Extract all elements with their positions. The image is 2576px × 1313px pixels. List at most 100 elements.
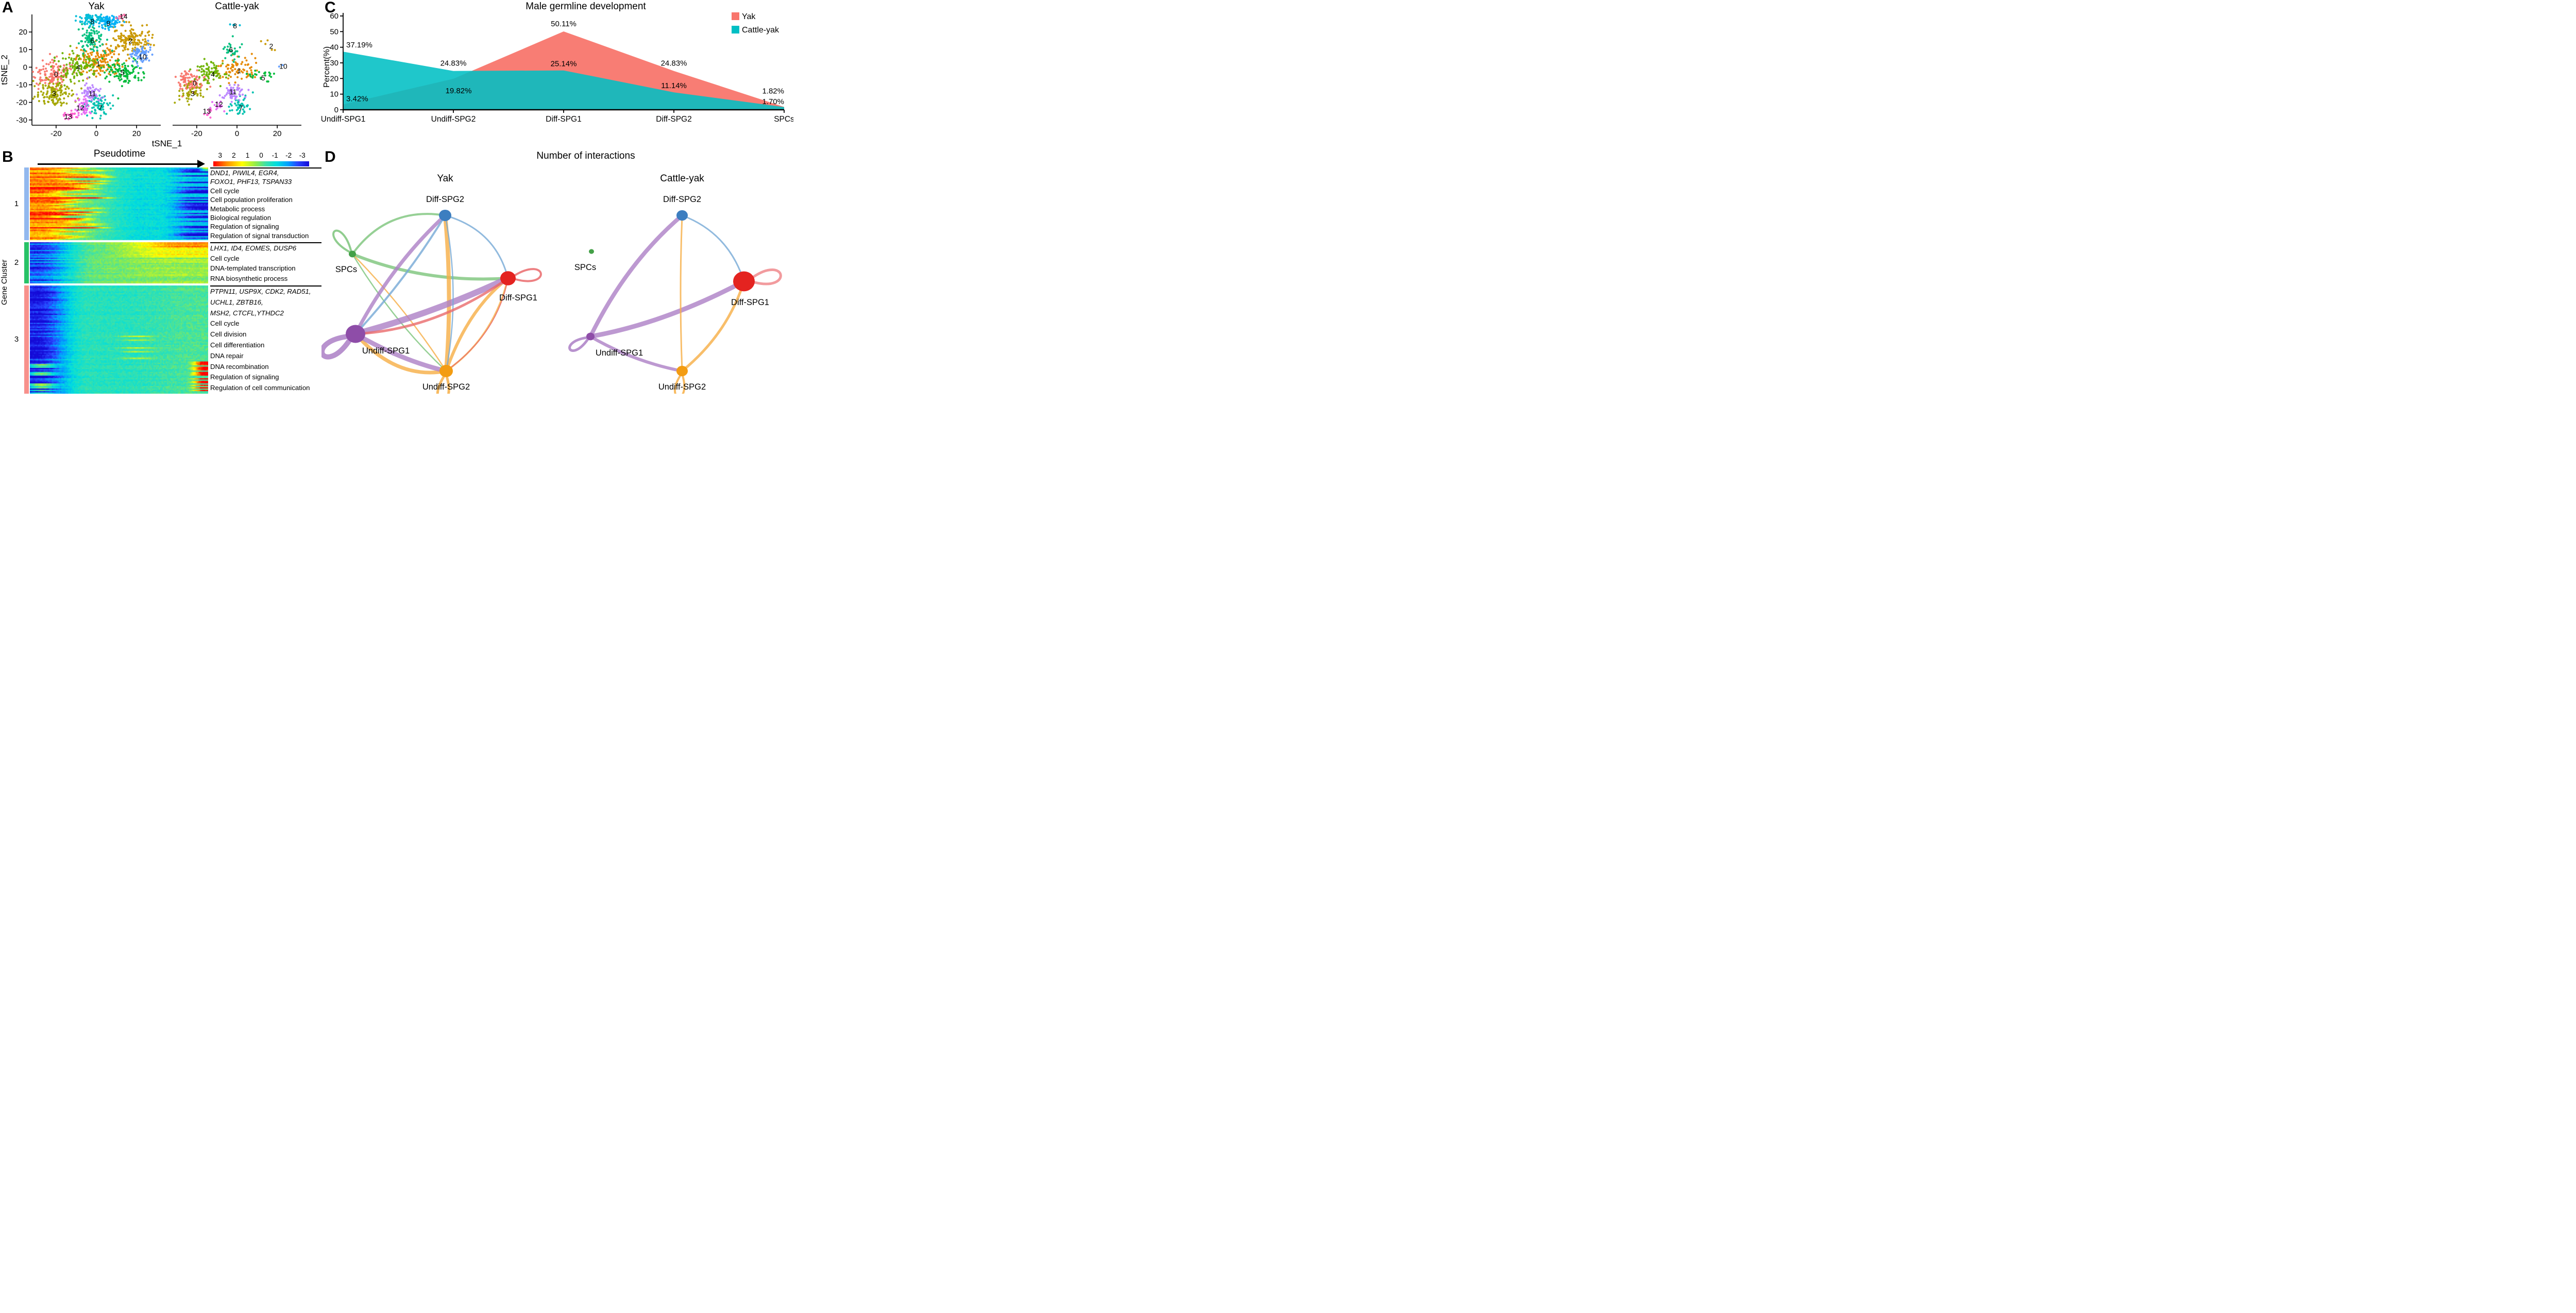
colorbar-tick-labels: 3 2 1 0 -1 -2 -3 — [213, 152, 309, 160]
gene-cluster-axis-label: Gene Cluster — [0, 259, 9, 306]
cluster-number-label: 1 — [237, 66, 241, 75]
cluster-number-label: 2 — [269, 42, 274, 50]
gene-list-line: UCHL1, ZBTB16, — [210, 298, 263, 306]
figure: A -30 -20 -10 0 10 20 tSNE_2 Yak -20 0 20 0 1 2 3 4 5 6 7 8… — [0, 0, 793, 394]
gene-cluster-number: 2 — [14, 258, 19, 267]
pseudotime-title: Pseudotime — [93, 148, 146, 159]
y-tick-label: 20 — [330, 74, 338, 83]
colorbar-label: -2 — [285, 152, 292, 159]
cluster-number-label: 12 — [76, 104, 84, 112]
node-spcs — [349, 250, 356, 258]
y-tick-label: 50 — [330, 27, 338, 36]
go-term-line: Regulation of signaling — [210, 223, 279, 231]
tsne1-axis-label: tSNE_1 — [152, 139, 182, 148]
yak-tsne-points — [31, 13, 155, 121]
go-term-line: DNA recombination — [210, 362, 269, 371]
cluster-number-label: 0 — [193, 79, 197, 87]
node-label: Diff-SPG1 — [499, 293, 537, 302]
gene-list-line: PTPN11, USP9X, CDK2, RAD51, — [210, 288, 311, 295]
node-label: Undiff-SPG1 — [596, 348, 643, 358]
legend-swatch-cattle-yak — [732, 26, 739, 33]
annotation-block-cluster-3: PTPN11, USP9X, CDK2, RAD51, UCHL1, ZBTB16… — [210, 285, 321, 394]
legend-label: Yak — [742, 12, 756, 21]
legend: Yak Cattle-yak — [732, 12, 779, 35]
go-term-line: DNA repair — [210, 351, 244, 360]
network-edge — [444, 214, 454, 372]
network-edge — [680, 214, 683, 372]
pseudotime-heatmap-canvas — [30, 167, 208, 394]
panel-c-area-chart: C Male germline development Percent(%) 0… — [321, 0, 793, 148]
cluster-number-label: 10 — [279, 62, 287, 71]
percent-axis-label: Percent(%) — [323, 46, 331, 88]
panel-b-label: B — [2, 148, 13, 165]
x-tick-label: 20 — [132, 129, 141, 138]
cluster-number-label: 2 — [129, 37, 133, 45]
panel-c-label: C — [325, 0, 336, 16]
self-loop-edge — [319, 334, 352, 360]
network-subtitle-yak: Yak — [437, 173, 453, 184]
colorbar-label: 2 — [232, 152, 236, 159]
network-edge — [444, 214, 509, 279]
panel-a-label: A — [2, 0, 13, 16]
go-term-line: Cell differentiation — [210, 341, 265, 349]
node-diff-spg1 — [733, 271, 755, 292]
cluster-number-label: 6 — [229, 45, 233, 54]
colorbar-label: 0 — [259, 152, 263, 159]
y-tick-label: 40 — [330, 43, 338, 52]
y-tick-label: 30 — [330, 59, 338, 68]
gene-list-line: DND1, PIWIL4, EGR4, — [210, 169, 279, 177]
cluster-number-label: 11 — [229, 88, 237, 96]
annotation-block-cluster-2: LHX1, ID4, EOMES, DUSP6 Cell cycle DNA-tem… — [210, 242, 321, 285]
y-tick-label: 10 — [330, 90, 338, 99]
value-label: 50.11% — [551, 20, 577, 28]
self-loop-edge — [332, 229, 352, 253]
gene-annotation-column: DND1, PIWIL4, EGR4, FOXO1, PHF13, TSPAN33… — [210, 167, 321, 394]
gene-cluster-number: 1 — [14, 199, 19, 208]
node-undiff-spg2 — [439, 365, 453, 377]
tsne2-axis-label: tSNE_2 — [0, 55, 9, 85]
y-tick-label: -20 — [16, 98, 27, 107]
x-tick-label: 0 — [94, 129, 98, 138]
cluster-number-label: 12 — [215, 100, 223, 108]
network-edge — [353, 332, 448, 375]
cluster-number-label: 7 — [239, 104, 243, 112]
network-edge — [354, 214, 446, 335]
node-label: Undiff-SPG2 — [658, 382, 706, 392]
x-category-label: Undiff-SPG2 — [431, 115, 476, 124]
go-term-line: Metabolic process — [210, 205, 265, 213]
value-label: 19.82% — [446, 87, 472, 95]
x-category-label: SPCs — [774, 115, 793, 124]
go-term-line: Biological regulation — [210, 213, 272, 222]
go-term-line: Cell cycle — [210, 254, 240, 262]
colorbar-gradient — [213, 161, 309, 166]
value-label: 24.83% — [440, 59, 467, 68]
network-edge — [681, 214, 745, 282]
cluster-number-label: 10 — [139, 53, 147, 61]
node-diff-spg2 — [676, 210, 688, 221]
y-tick-label: -10 — [16, 81, 27, 90]
x-tick-label: -20 — [50, 129, 62, 138]
yak-network: Diff-SPG2 SPCs Diff-SPG1 Undiff-SPG1 Undiff-… — [319, 195, 542, 394]
node-label: Diff-SPG2 — [426, 195, 464, 204]
x-category-label: Undiff-SPG1 — [321, 115, 365, 124]
self-loop-edge — [752, 268, 782, 285]
cluster-number-label: 14 — [120, 12, 128, 20]
network-edge — [354, 277, 510, 335]
colorbar-label: 3 — [218, 152, 223, 159]
panel-d-networks: D Number of interactions Yak Cattle-yak … — [319, 148, 793, 394]
network-edge — [351, 253, 447, 372]
node-label: SPCs — [574, 263, 596, 272]
self-loop-edge — [514, 268, 542, 282]
legend-swatch-yak — [732, 12, 739, 20]
cluster-number-label: 13 — [64, 112, 73, 121]
panel-a-tsne: A -30 -20 -10 0 10 20 tSNE_2 Yak -20 0 20 0 1 2 3 4 5 6 7 8… — [0, 0, 321, 148]
colorbar-label: -3 — [299, 152, 306, 159]
node-label: Diff-SPG2 — [663, 195, 701, 204]
pseudotime-arrowhead-icon — [197, 160, 205, 168]
network-subtitle-cattle-yak: Cattle-yak — [660, 173, 704, 184]
y-tick-label: 10 — [19, 45, 27, 54]
y-tick-label: 60 — [330, 12, 338, 21]
network-edge — [351, 213, 446, 255]
pseudotime-arrow — [38, 163, 198, 165]
